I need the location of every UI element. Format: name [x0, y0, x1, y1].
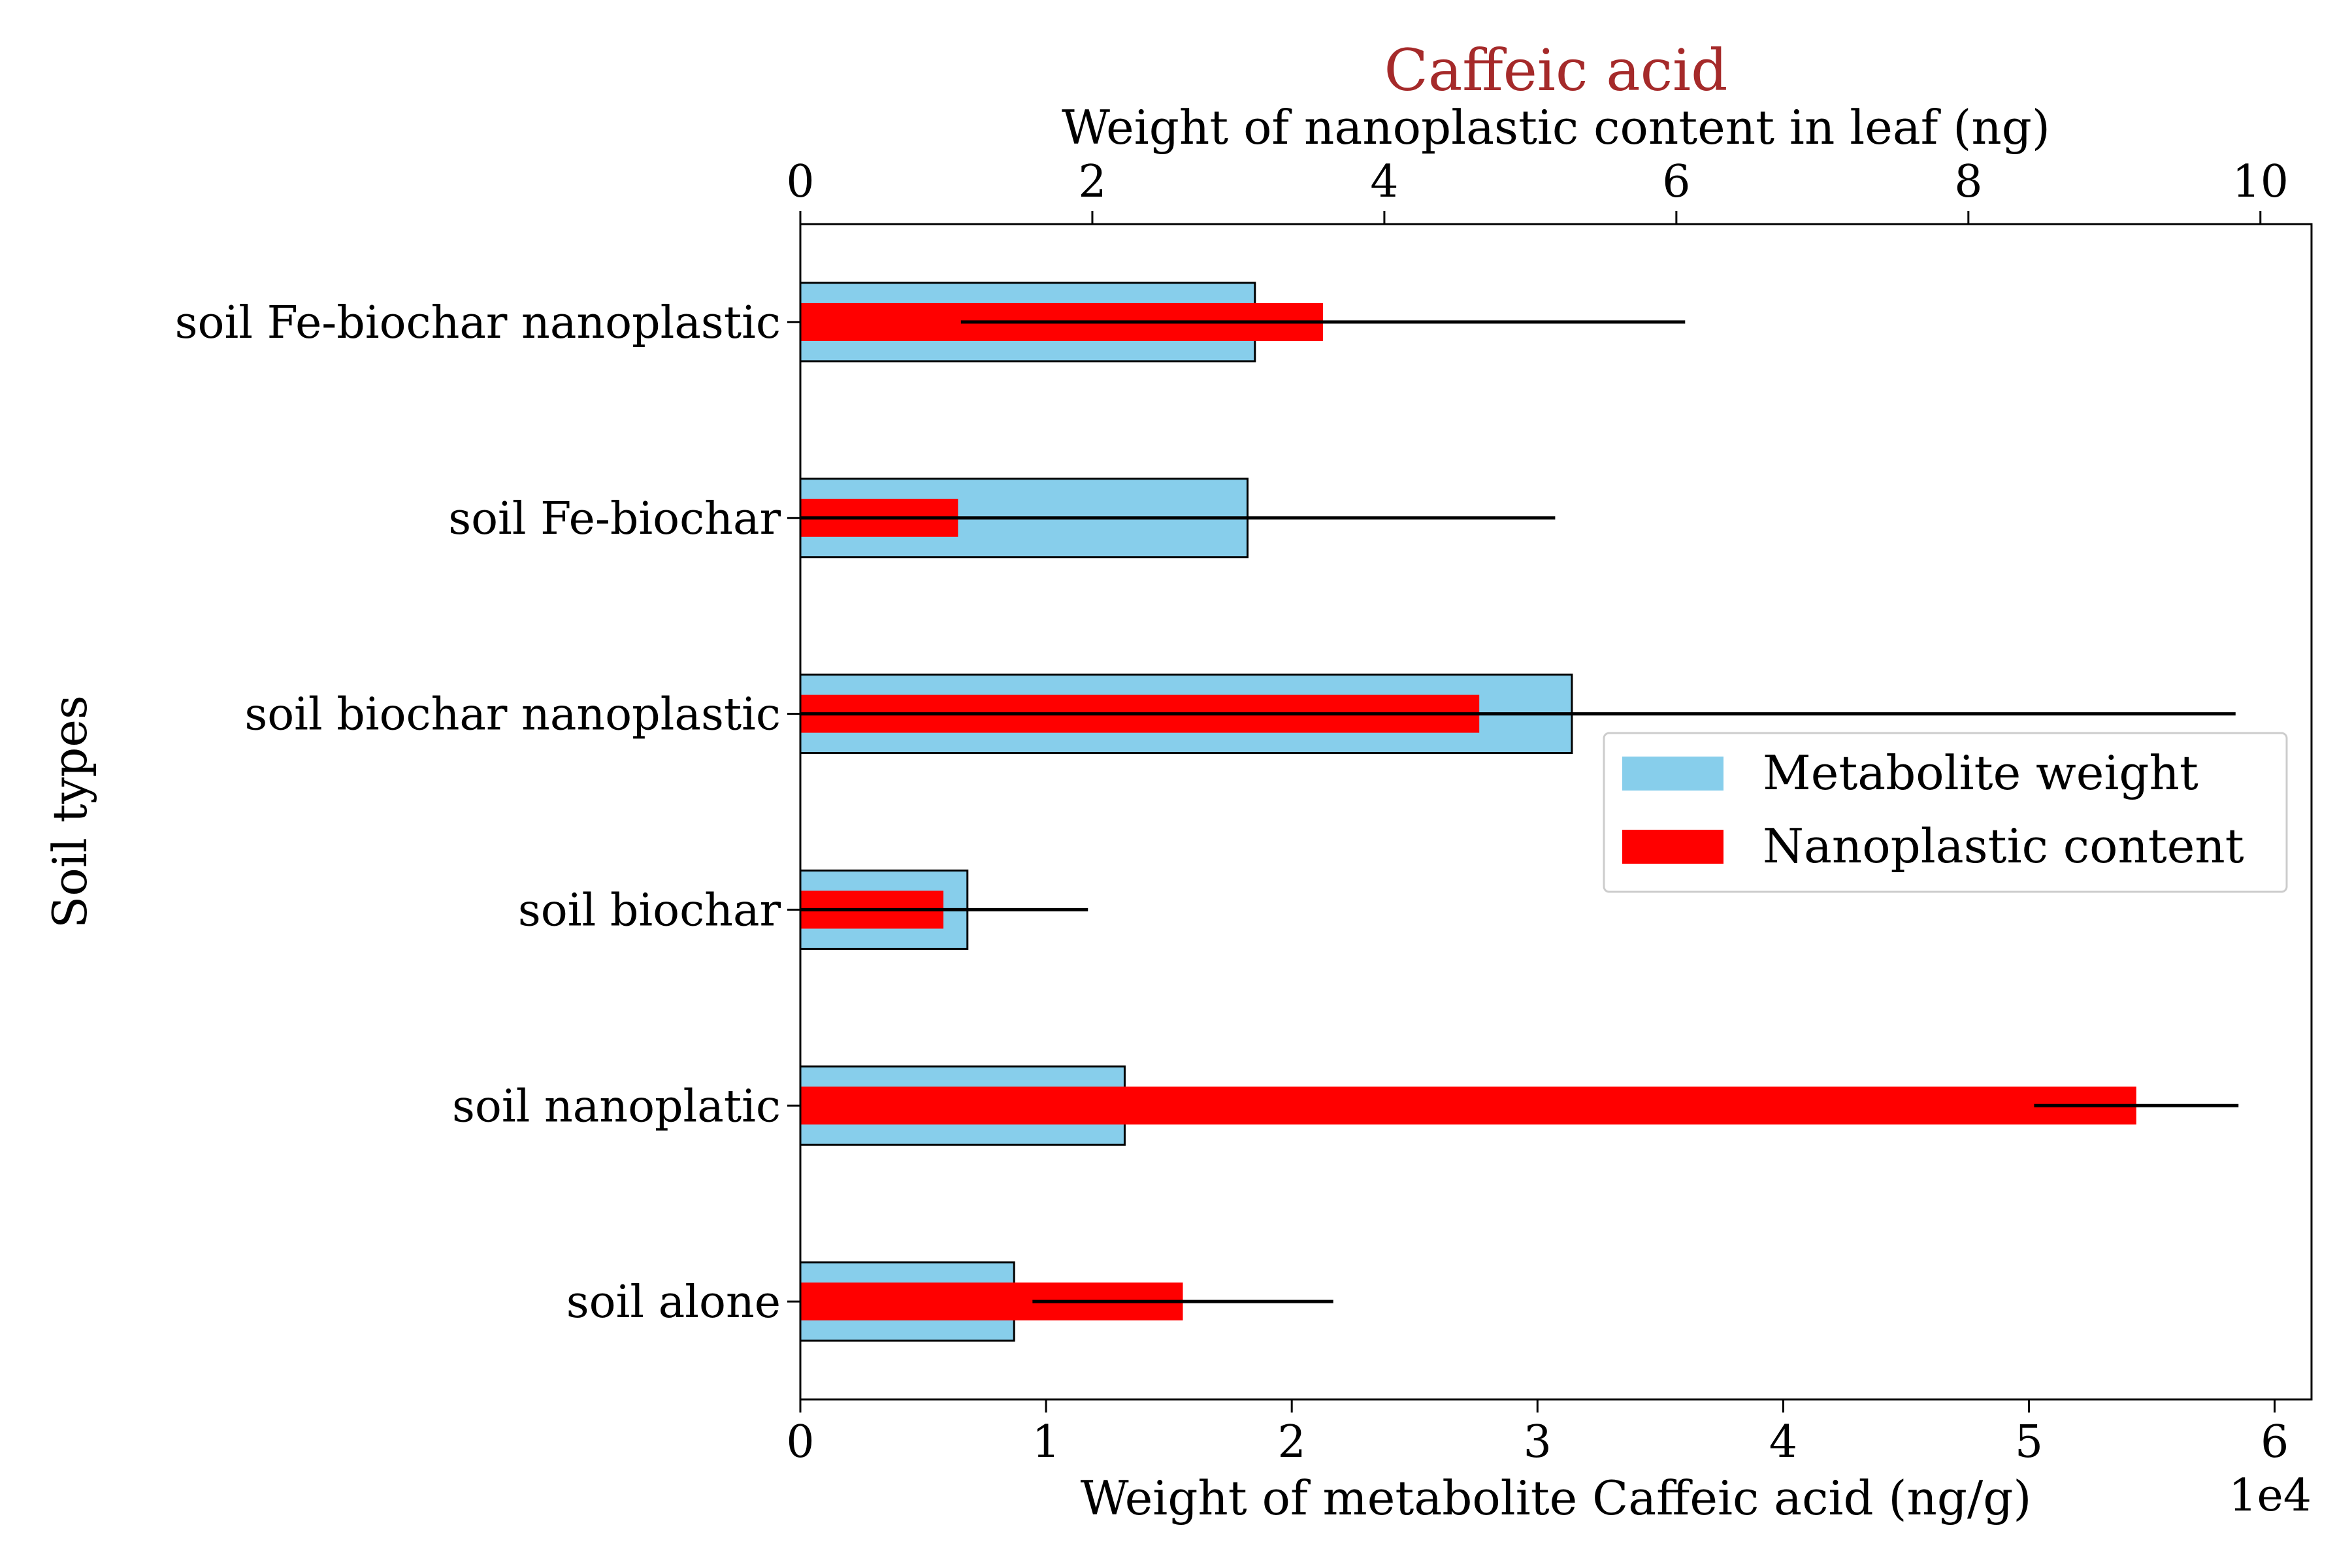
- y-tick-label: soil biochar nanoplastic: [244, 689, 781, 741]
- bottom-tick-label: 4: [1769, 1416, 1797, 1468]
- legend-label-nanoplastic: Nanoplastic content: [1763, 819, 2244, 874]
- bottom-tick-label: 3: [1524, 1416, 1552, 1468]
- bottom-tick-label: 6: [2261, 1416, 2289, 1468]
- bottom-axis-offset-text: 1e4: [2229, 1470, 2311, 1522]
- plot-frame: [799, 223, 2313, 1401]
- top-tick-label: 10: [2232, 156, 2289, 208]
- legend-label-metabolite: Metabolite weight: [1763, 745, 2198, 800]
- top-tick-label: 2: [1078, 156, 1106, 208]
- y-tick-label: soil Fe-biochar nanoplastic: [175, 297, 781, 349]
- y-tick-label: soil Fe-biochar: [448, 493, 781, 545]
- bottom-tick-label: 2: [1278, 1416, 1306, 1468]
- legend-box: [1603, 732, 2288, 893]
- legend-swatch-nanoplastic: [1622, 830, 1723, 864]
- top-tick-label: 8: [1954, 156, 1982, 208]
- top-tick-label: 0: [786, 156, 814, 208]
- y-axis-ticks: soil Fe-biochar nanoplastic soil Fe-bioch…: [175, 297, 800, 1328]
- bottom-axis-ticks: 0 1 2 3 4 5 6: [786, 1399, 2289, 1468]
- metabolite-bars: [799, 282, 1573, 1342]
- bottom-tick-label: 1: [1032, 1416, 1060, 1468]
- bottom-axis-label: Weight of metabolite Caffeic acid (ng/g): [1081, 1471, 2032, 1526]
- nanoplastic-bar: [800, 1086, 2136, 1125]
- bottom-tick-label: 5: [2015, 1416, 2043, 1468]
- y-axis-label: Soil types: [42, 695, 97, 928]
- y-tick-label: soil alone: [566, 1277, 781, 1328]
- chart-title: Caffeic acid: [1384, 37, 1727, 104]
- top-axis-label: Weight of nanoplastic content in leaf (n…: [1062, 100, 2050, 155]
- bottom-tick-label: 0: [786, 1416, 814, 1468]
- top-tick-label: 4: [1370, 156, 1398, 208]
- legend: Metabolite weight Nanoplastic content: [1603, 732, 2288, 893]
- top-tick-label: 6: [1662, 156, 1690, 208]
- error-bars: [800, 320, 2239, 1303]
- top-axis-ticks: 0 2 4 6 8 10: [786, 156, 2289, 224]
- y-tick-label: soil biochar: [518, 885, 781, 936]
- legend-swatch-metabolite: [1622, 757, 1723, 791]
- y-tick-label: soil nanoplatic: [452, 1081, 781, 1132]
